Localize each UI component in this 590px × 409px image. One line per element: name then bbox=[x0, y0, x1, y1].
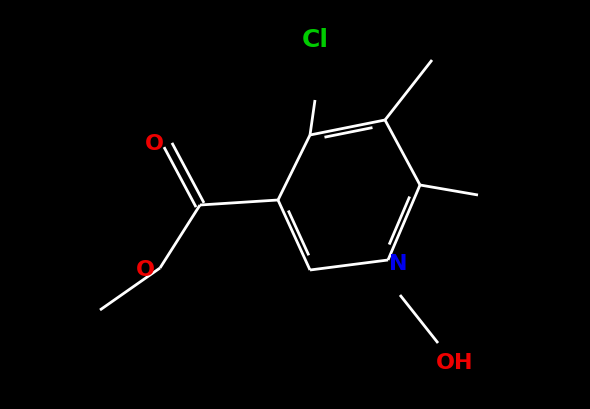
Text: O: O bbox=[136, 260, 155, 280]
Text: N: N bbox=[389, 254, 407, 274]
Text: OH: OH bbox=[436, 353, 474, 373]
Text: Cl: Cl bbox=[301, 28, 329, 52]
Text: O: O bbox=[145, 134, 163, 154]
